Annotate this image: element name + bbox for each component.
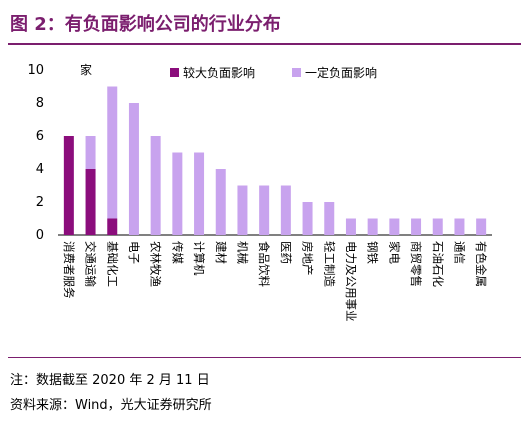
bar-segment-major (107, 218, 118, 235)
bars (63, 86, 487, 235)
bar-segment-minor (280, 185, 291, 235)
x-tick-label: 通信 (452, 241, 466, 264)
y-tick-label: 4 (36, 162, 44, 177)
bar-segment-minor (302, 202, 313, 235)
x-tick-label: 机械 (235, 241, 249, 264)
bar-segment-minor (367, 218, 378, 235)
bar-segment-minor (259, 185, 270, 235)
legend: 较大负面影响 一定负面影响 (170, 65, 377, 80)
footnote: 注：数据截至 2020 年 2 月 11 日 (10, 373, 210, 388)
y-axis-unit-label: 家 (80, 62, 92, 77)
bar-segment-minor (476, 218, 487, 235)
legend-swatch-minor (292, 68, 301, 77)
x-tick-label: 电子 (127, 241, 141, 264)
y-tick-label: 6 (36, 129, 44, 144)
bar-segment-minor (128, 103, 139, 235)
y-tick-label: 0 (36, 228, 44, 243)
bar-segment-minor (324, 202, 335, 235)
bar-segment-minor (172, 152, 183, 235)
source-line: 资料来源：Wind，光大证券研究所 (10, 398, 212, 413)
legend-label: 较大负面影响 (183, 65, 255, 80)
y-tick-label: 8 (36, 96, 44, 111)
bar-segment-minor (345, 218, 356, 235)
stacked-bar-chart: 0 2 4 6 8 10 消费者服务 交通运输 基础化工 电子 农林牧渔 传媒 计算机 建材 机械 食品饮料… (27, 62, 492, 322)
legend-swatch-major (170, 68, 179, 77)
x-tick-label: 钢铁 (366, 241, 380, 264)
bar-segment-minor (411, 218, 422, 235)
x-tick-label: 传媒 (170, 241, 184, 264)
x-tick-label: 轻工制造 (322, 241, 336, 287)
y-tick-label: 10 (27, 63, 44, 78)
bar-segment-minor (454, 218, 465, 235)
x-tick-label: 建材 (214, 241, 228, 264)
x-tick-label: 农林牧渔 (149, 241, 163, 287)
chart-title: 图 2：有负面影响公司的行业分布 (10, 14, 281, 35)
x-tick-label: 基础化工 (105, 241, 119, 287)
bar-segment-major (85, 169, 96, 235)
title-divider (8, 43, 521, 45)
bar-segment-minor (150, 136, 161, 235)
x-tick-label: 石油石化 (431, 241, 445, 287)
bar-segment-minor (194, 152, 205, 235)
footer-divider (8, 357, 521, 358)
bar-segment-minor (85, 136, 96, 169)
x-tick-label: 电力及公用事业 (344, 241, 358, 322)
x-tick-label: 医药 (279, 241, 293, 264)
legend-label: 一定负面影响 (305, 65, 377, 80)
x-tick-label: 消费者服务 (62, 241, 76, 299)
x-axis-labels: 消费者服务 交通运输 基础化工 电子 农林牧渔 传媒 计算机 建材 机械 食品饮料 医药 房地产 轻工制… (62, 241, 488, 322)
x-tick-label: 计算机 (192, 241, 206, 276)
bar-segment-minor (237, 185, 248, 235)
bar-segment-minor (107, 86, 118, 219)
x-tick-label: 有色金属 (474, 241, 488, 287)
x-tick-label: 家电 (387, 241, 401, 264)
x-tick-label: 食品饮料 (257, 241, 271, 287)
bar-segment-major (63, 136, 74, 235)
x-tick-label: 交通运输 (84, 241, 98, 287)
bar-segment-minor (389, 218, 400, 235)
bar-segment-minor (432, 218, 443, 235)
x-tick-label: 房地产 (301, 241, 315, 276)
y-tick-label: 2 (36, 195, 44, 210)
bar-segment-minor (215, 169, 226, 235)
x-tick-label: 商贸零售 (409, 241, 423, 287)
